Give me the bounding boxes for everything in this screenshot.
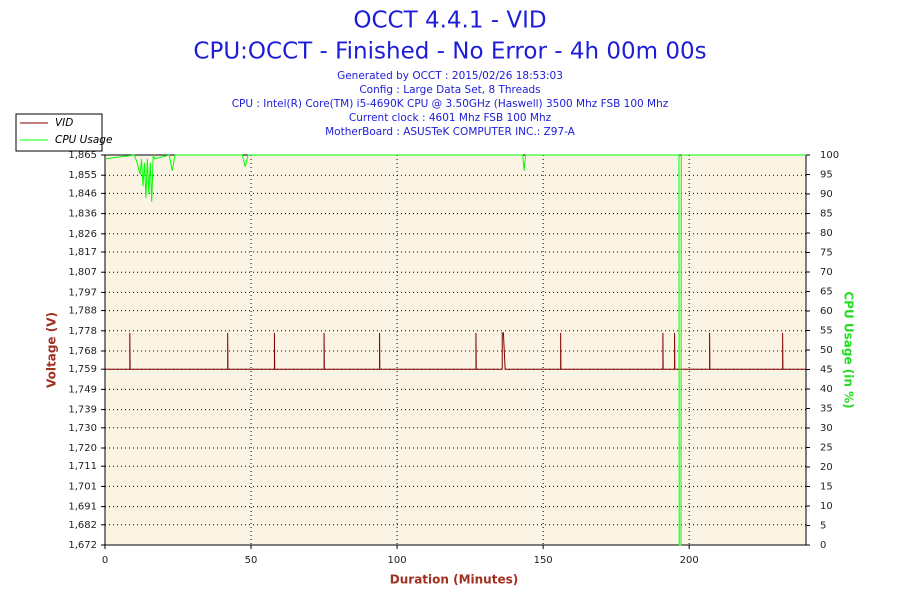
series-line: [105, 332, 806, 370]
y-tick-label: 1,788: [68, 306, 97, 317]
y2-tick-label: 50: [820, 345, 833, 356]
y2-tick-label: 65: [820, 287, 833, 298]
y2-tick-label: 55: [820, 326, 833, 337]
y2-tick-label: 100: [820, 150, 839, 161]
x-tick-label: 50: [245, 555, 258, 566]
y-tick-label: 1,817: [68, 247, 97, 258]
y-tick-label: 1,836: [68, 209, 97, 220]
y2-tick-label: 70: [820, 267, 833, 278]
y-tick-label: 1,797: [68, 287, 97, 298]
y-tick-label: 1,826: [68, 229, 97, 240]
y2-tick-label: 0: [820, 540, 826, 551]
y2-tick-label: 90: [820, 189, 833, 200]
x-tick-label: 100: [388, 555, 407, 566]
y2-tick-label: 60: [820, 306, 833, 317]
y-tick-label: 1,730: [68, 423, 97, 434]
info-line: CPU : Intel(R) Core(TM) i5-4690K CPU @ 3…: [232, 98, 669, 110]
y2-tick-label: 45: [820, 365, 833, 376]
y2-tick-label: 40: [820, 384, 833, 395]
info-line: Config : Large Data Set, 8 Threads: [359, 84, 540, 96]
info-line: MotherBoard : ASUSTeK COMPUTER INC.: Z97…: [325, 126, 576, 138]
y2-tick-label: 25: [820, 443, 833, 454]
y2-tick-label: 75: [820, 248, 833, 259]
y2-tick-label: 20: [820, 462, 833, 473]
y-tick-label: 1,778: [68, 326, 97, 337]
y-tick-label: 1,865: [68, 150, 97, 161]
y2-tick-label: 85: [820, 209, 833, 220]
x-tick-label: 0: [102, 555, 108, 566]
plot-area: [104, 154, 807, 546]
y2-tick-label: 80: [820, 228, 833, 239]
y-tick-label: 1,749: [68, 384, 97, 395]
info-line: Generated by OCCT : 2015/02/26 18:53:03: [337, 70, 563, 82]
y-tick-label: 1,739: [68, 405, 97, 416]
y-tick-label: 1,691: [68, 502, 97, 513]
legend-box: [15, 113, 103, 152]
x-tick-label: 200: [680, 555, 699, 566]
y2-axis-label: CPU Usage (in %): [842, 291, 856, 408]
y-tick-label: 1,711: [68, 461, 97, 472]
series-line: [104, 154, 806, 546]
y-tick-label: 1,720: [68, 443, 97, 454]
y-tick-label: 1,759: [68, 364, 97, 375]
x-tick-label: 150: [534, 555, 553, 566]
y2-tick-label: 15: [820, 482, 833, 493]
y2-tick-label: 5: [820, 521, 826, 532]
y-tick-label: 1,768: [68, 346, 97, 357]
y-tick-label: 1,855: [68, 170, 97, 181]
y2-tick-label: 95: [820, 170, 833, 181]
x-axis-label: Duration (Minutes): [390, 573, 518, 587]
y-tick-label: 1,682: [68, 520, 97, 531]
legend-label: CPU Usage: [55, 134, 112, 146]
info-line: Current clock : 4601 Mhz FSB 100 Mhz: [349, 112, 552, 124]
y-tick-label: 1,672: [68, 540, 97, 551]
y-tick-label: 1,807: [68, 267, 97, 278]
legend-label: VID: [55, 117, 73, 129]
y2-tick-label: 30: [820, 423, 833, 434]
chart-subtitle: CPU:OCCT - Finished - No Error - 4h 00m …: [193, 39, 706, 65]
y-tick-label: 1,846: [68, 188, 97, 199]
y2-tick-label: 10: [820, 501, 833, 512]
y-tick-label: 1,701: [68, 481, 97, 492]
chart-title: OCCT 4.4.1 - VID: [353, 8, 546, 34]
y-axis-label: Voltage (V): [45, 312, 59, 388]
y2-tick-label: 35: [820, 404, 833, 415]
